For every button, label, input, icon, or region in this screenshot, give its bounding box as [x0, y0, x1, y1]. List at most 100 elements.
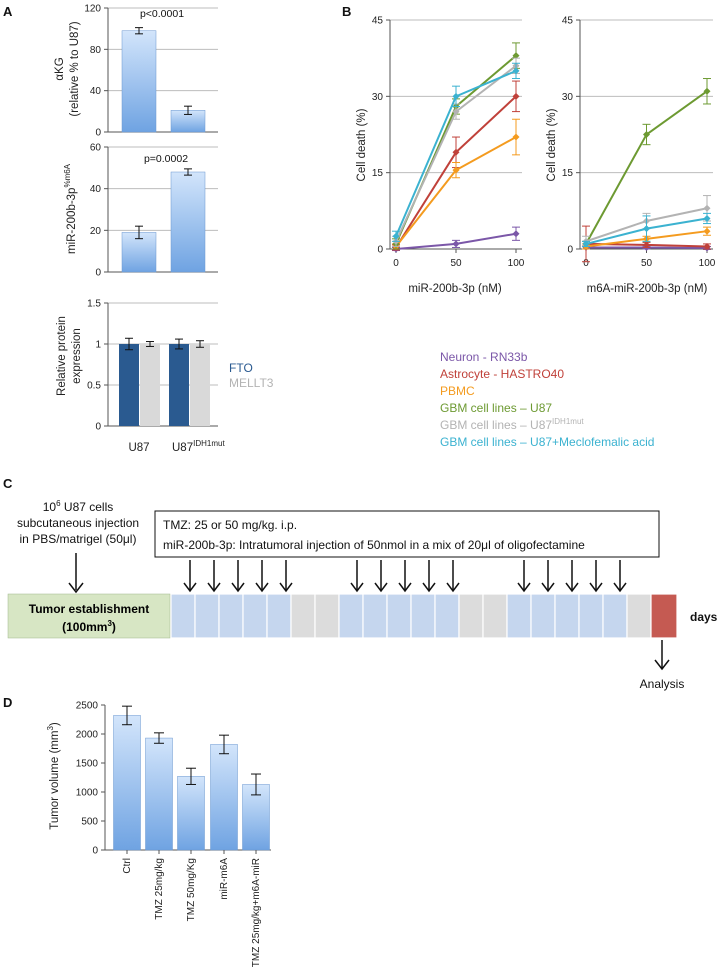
a1-pvalue: p<0.0001 [140, 8, 184, 20]
timeline-cell-17 [578, 593, 604, 639]
a3-bar-0-1 [169, 344, 189, 426]
d-xtick-label-4: TMZ 25mg/kg+m6A-miR [251, 858, 262, 967]
b2-point-1-2 [703, 242, 711, 250]
b1-xtick-label: 100 [508, 258, 525, 269]
b1-ytick-label: 30 [372, 92, 384, 103]
b1-point-1-1 [452, 148, 460, 156]
chart-b1-mir: 0 15 30 45 0 50 100 [372, 16, 525, 270]
treatment-arrow-head-10 [517, 582, 531, 593]
d-xtick-label-0: Ctrl [122, 858, 133, 874]
a3-legend-fto: FTO [229, 361, 253, 375]
chart-d-tumor-volume: 0 500 1000 1500 2000 2500 Ctrl TMZ 25mg/kg TMZ 5… [76, 701, 271, 967]
b1-point-0-1 [452, 240, 460, 248]
days-label: days [690, 610, 718, 624]
a1-ytick-label: 0 [95, 128, 101, 139]
svg-text:αKG: αKG [54, 57, 66, 80]
svg-text:Relative protein: Relative protein [56, 316, 68, 396]
timeline-cell-14 [506, 593, 532, 639]
b2-ylabel: Cell death (%) [546, 108, 558, 181]
legend-astrocyte: Astrocyte - HASTRO40 [440, 367, 564, 381]
timeline-cell-13 [482, 593, 508, 639]
treatment-arrow-head-7 [398, 582, 412, 593]
a3-ytick-label: 1 [95, 340, 101, 351]
a1-ytick-label: 40 [90, 86, 102, 97]
treatment-box [154, 510, 660, 558]
b2-point-3-1 [643, 131, 650, 138]
analysis-label: Analysis [640, 677, 685, 691]
b2-ytick-label: 0 [567, 245, 573, 256]
panel-label-a: A [3, 4, 13, 19]
d-ytick-label: 1000 [76, 788, 99, 799]
b2-point-5-1 [643, 225, 650, 233]
timeline-cell-8 [362, 593, 388, 639]
a2-ylabel: miR-200b-3p%m6A [63, 163, 78, 254]
establishment-line2: (100mm3) [62, 619, 116, 634]
treatment-arrow-head-9 [446, 582, 460, 593]
cells-line1: 106 U87 cells [43, 499, 114, 514]
a3-xtick-u87: U87 [128, 442, 149, 454]
timeline-cell-3 [242, 593, 268, 639]
treatment-arrow-head-0 [183, 582, 197, 593]
b2-xtick-label: 0 [583, 258, 589, 269]
establishment-line1: Tumor establishment [29, 602, 149, 616]
b2-point-1-1 [643, 241, 650, 249]
chart-a2-mir: 0 20 40 60 [90, 143, 218, 279]
chart-a3-protein: 0 0.5 1 1.5 [87, 299, 218, 433]
d-ytick-label: 1500 [76, 759, 99, 770]
d-ytick-label: 500 [81, 817, 98, 828]
b1-point-1-2 [512, 92, 520, 100]
b1-point-5-2 [512, 67, 520, 75]
d-bar-1 [145, 737, 173, 851]
b1-ylabel: Cell death (%) [356, 108, 368, 181]
a2-ytick-label: 0 [95, 268, 101, 279]
legend-u87: GBM cell lines – U87 [440, 401, 552, 415]
svg-text:(relative % to U87): (relative % to U87) [69, 21, 81, 116]
b1-ytick-label: 45 [372, 16, 384, 27]
treatment-arrow-head-12 [565, 582, 579, 593]
b1-point-0-2 [512, 230, 520, 238]
d-xtick-label-3: miR-m6A [219, 858, 230, 900]
a3-bar-0-0 [119, 344, 139, 426]
treatment-line1: TMZ: 25 or 50 mg/kg. i.p. [163, 518, 297, 532]
b1-point-2-1 [452, 166, 460, 174]
b1-xlabel: miR-200b-3p (nM) [408, 283, 501, 295]
a2-ytick-label: 60 [90, 143, 102, 154]
d-bar-0 [113, 715, 141, 851]
a1-ytick-label: 120 [84, 4, 101, 15]
timeline-cell-2 [218, 593, 244, 639]
timeline-cell-0 [170, 593, 196, 639]
treatment-arrow-head-1 [207, 582, 221, 593]
timeline-cell-1 [194, 593, 220, 639]
a2-ytick-label: 40 [90, 184, 102, 195]
b1-point-2-2 [512, 133, 520, 141]
treatment-arrow-head-4 [279, 582, 293, 593]
b2-point-5-2 [703, 214, 711, 222]
d-ylabel: Tumor volume (mm3) [46, 722, 61, 830]
b2-point-3-2 [703, 87, 711, 95]
treatment-arrow-head-11 [541, 582, 555, 593]
chart-b2-m6a: 0 15 30 45 0 50 100 [562, 16, 716, 270]
timeline-cell-19 [626, 593, 652, 639]
a1-ytick-label: 80 [90, 45, 102, 56]
b1-point-3-2 [512, 52, 520, 60]
a2-ytick-label: 20 [90, 226, 102, 237]
b1-xtick-label: 0 [393, 258, 399, 269]
establishment-box [7, 593, 171, 639]
treatment-arrow-head-14 [613, 582, 627, 593]
b2-xlabel: m6A-miR-200b-3p (nM) [587, 283, 708, 295]
d-xtick-label-2: TMZ 50mg/Kg [186, 858, 197, 921]
treatment-arrow-head-5 [350, 582, 364, 593]
legend-meclo: GBM cell lines – U87+Meclofemalic acid [440, 435, 654, 449]
a3-ylabel: Relative protein expression [56, 316, 83, 396]
b2-ytick-label: 15 [562, 168, 574, 179]
treatment-arrow-head-2 [231, 582, 245, 593]
a3-xtick-u87idh: U87IDH1mut [172, 439, 225, 454]
treatment-arrow-head-8 [422, 582, 436, 593]
b2-ytick-label: 45 [562, 16, 574, 27]
panel-label-d: D [3, 695, 12, 710]
treatment-arrow-head-6 [374, 582, 388, 593]
a3-legend-mellt3: MELLT3 [229, 376, 274, 390]
a2-bar-1 [170, 171, 206, 273]
legend-u87idh: GBM cell lines – U87IDH1mut [440, 417, 584, 432]
